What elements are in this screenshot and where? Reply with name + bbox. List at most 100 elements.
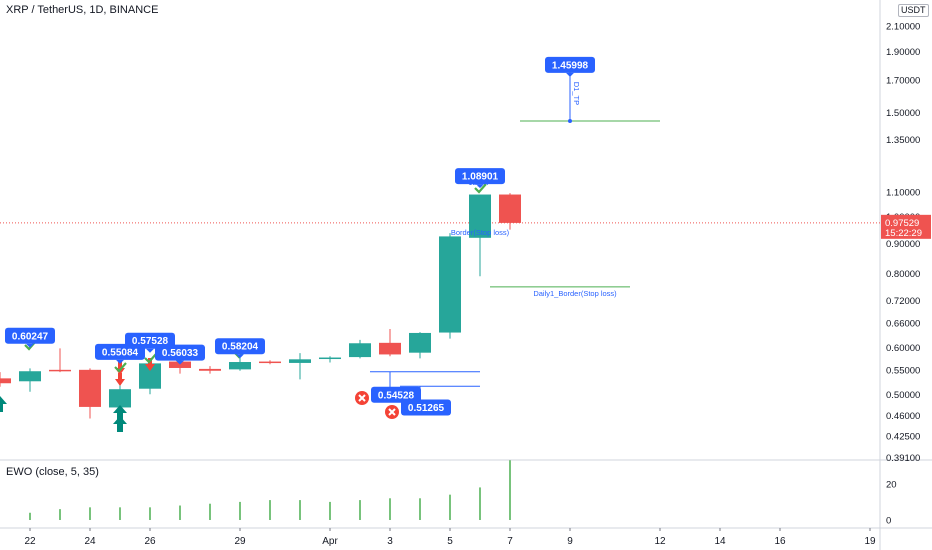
- ewo-bar: [359, 500, 361, 520]
- ewo-bar: [119, 507, 121, 520]
- sell-arrow-icon: [145, 358, 155, 371]
- y-tick-label: 2.10000: [886, 22, 920, 33]
- candle-body: [79, 369, 101, 407]
- currency-button[interactable]: USDT: [898, 4, 929, 17]
- ewo-bar: [419, 498, 421, 520]
- price-label-text: 1.45998: [552, 60, 589, 71]
- line-label: Daily1_Border(Stop loss): [533, 289, 617, 298]
- price-label-0.54528: 0.54528: [371, 386, 421, 403]
- buy-arrow-icon: [113, 416, 127, 432]
- check-icon: [144, 353, 157, 364]
- ewo-bar: [89, 507, 91, 520]
- price-label-1.08901: 1.08901: [455, 168, 505, 189]
- candle-body: [19, 371, 41, 382]
- x-tick-label: 12: [654, 536, 666, 547]
- x-tick-label: 9: [567, 536, 573, 547]
- bar-countdown: 15:22:29: [885, 228, 922, 239]
- x-tick-label: 5: [447, 536, 453, 547]
- candle-body: [139, 363, 161, 389]
- price-label-0.56033: 0.56033: [155, 344, 205, 365]
- candle-body: [259, 361, 281, 364]
- price-label-pointer: [26, 343, 34, 348]
- cross-icon: [358, 394, 366, 402]
- price-label-box: [401, 399, 451, 416]
- y-tick-label: 0.66000: [886, 319, 920, 330]
- price-label-pointer: [236, 354, 244, 359]
- ewo-bar: [149, 507, 151, 520]
- y-tick-label: 0.90000: [886, 239, 920, 250]
- price-label-text: 0.51265: [408, 403, 445, 414]
- x-tick-label: 29: [234, 536, 246, 547]
- current-price-tag: [881, 214, 931, 239]
- price-label-pointer: [116, 359, 124, 364]
- price-label-text: 0.54528: [378, 390, 415, 401]
- price-label-box: [455, 168, 505, 185]
- candle-body: [379, 342, 401, 355]
- candle-body: [49, 369, 71, 372]
- ewo-bar: [509, 460, 511, 520]
- price-label-text: 0.57528: [132, 336, 169, 347]
- candle-body: [199, 368, 221, 371]
- candle-body: [319, 357, 341, 360]
- ewo-bar: [179, 505, 181, 520]
- buy-arrow-icon: [0, 396, 7, 412]
- price-label-text: 1.08901: [462, 172, 499, 183]
- y-tick-label: 0.55000: [886, 365, 920, 376]
- candle-body: [229, 362, 251, 370]
- x-tick-label: 16: [774, 536, 786, 547]
- price-label-0.58204: 0.58204: [215, 338, 265, 359]
- y-tick-label: 1.10000: [886, 187, 920, 198]
- candle-body: [439, 236, 461, 333]
- check-icon: [114, 362, 127, 373]
- y-tick-label: 1.70000: [886, 76, 920, 87]
- x-tick-label: 24: [84, 536, 96, 547]
- current-price-value: 0.97529: [885, 218, 919, 229]
- ewo-bar: [329, 501, 331, 520]
- tp-point: [568, 119, 572, 124]
- y-tick-label: 1.50000: [886, 108, 920, 119]
- price-label-1.45998: 1.45998: [545, 56, 595, 77]
- y-tick-label: 0.39100: [886, 453, 920, 464]
- y-tick-label: 1.35000: [886, 135, 920, 146]
- candle-body: [469, 194, 491, 238]
- price-label-text: 0.58204: [222, 342, 259, 353]
- line-label: D1_TP: [572, 82, 581, 105]
- ewo-tick-label: 20: [886, 479, 897, 490]
- price-label-pointer: [476, 184, 484, 189]
- price-label-0.51265: 0.51265: [401, 399, 451, 416]
- x-tick-label: 19: [864, 536, 876, 547]
- candle-body: [409, 332, 431, 353]
- ewo-bar: [29, 512, 31, 520]
- price-label-pointer: [176, 360, 184, 365]
- chart-annotation: Border(Stop loss): [451, 228, 510, 237]
- y-tick-label: 0.80000: [886, 269, 920, 280]
- candle-body: [109, 389, 131, 408]
- x-tick-label: Apr: [322, 536, 338, 547]
- price-label-box: [155, 344, 205, 361]
- candle-body: [0, 378, 11, 384]
- x-tick-label: 3: [387, 536, 393, 547]
- candle-body: [289, 359, 311, 363]
- ewo-indicator-label[interactable]: EWO (close, 5, 35): [6, 466, 99, 478]
- y-tick-label: 0.42500: [886, 432, 920, 443]
- ewo-bar: [389, 498, 391, 520]
- chart-title: XRP / TetherUS, 1D, BINANCE: [6, 4, 159, 16]
- buy-arrow-icon: [113, 405, 127, 421]
- check-icon: [474, 183, 487, 194]
- ewo-bar: [449, 494, 451, 520]
- ewo-tick-label: 0: [886, 516, 891, 527]
- y-tick-label: 0.72000: [886, 296, 920, 307]
- x-tick-label: 26: [144, 536, 156, 547]
- price-label-pointer: [566, 72, 574, 77]
- price-label-text: 0.60247: [12, 331, 49, 342]
- sell-arrow-icon: [115, 373, 125, 386]
- y-tick-label: 0.60000: [886, 343, 920, 354]
- price-label-box: [215, 338, 265, 355]
- ewo-bar: [269, 500, 271, 520]
- candle-body: [499, 194, 521, 223]
- price-label-pointer: [146, 348, 154, 353]
- x-tick-label: 22: [24, 536, 36, 547]
- y-tick-label: 0.50000: [886, 390, 920, 401]
- price-label-text: 0.55084: [102, 347, 139, 358]
